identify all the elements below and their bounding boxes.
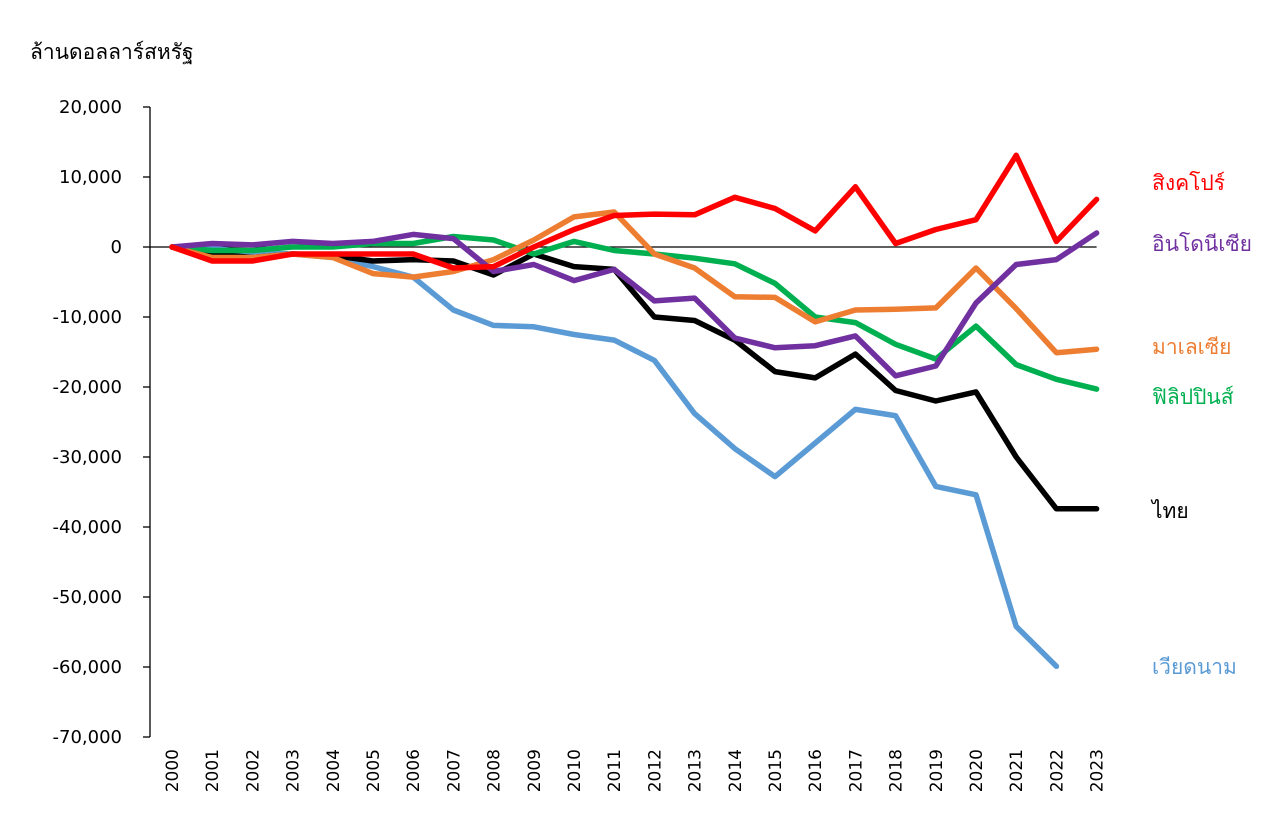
y-tick-label: -70,000 xyxy=(53,727,122,748)
x-tick-label: 2021 xyxy=(1007,749,1027,792)
x-axis-ticks: 2000 2001 2002 2003 2004 2005 2006 2007 2008 2009… xyxy=(163,749,1108,792)
series-labels: เวียดนาม ไทย ฟิลิปปินส์ มาเลเซีย อินโดนีเซีย… xyxy=(1150,171,1252,679)
series-lines xyxy=(169,152,1100,670)
y-axis-unit-label: ล้านดอลลาร์สหรัฐ xyxy=(30,40,194,64)
series-label: ฟิลิปปินส์ xyxy=(1152,385,1234,409)
y-tick-label: -40,000 xyxy=(53,517,122,538)
x-tick-label: 2003 xyxy=(284,749,304,792)
x-tick-label: 2009 xyxy=(525,749,545,792)
x-tick-label: 2020 xyxy=(967,749,987,792)
series-line xyxy=(169,230,1100,379)
series-line xyxy=(169,209,1100,356)
series-label: สิงคโปร์ xyxy=(1152,171,1225,195)
y-tick-label: 10,000 xyxy=(59,167,122,188)
series-label: มาเลเซีย xyxy=(1152,335,1231,359)
x-tick-label: 2014 xyxy=(726,749,746,792)
y-axis-ticks: 20,000 10,000 0 -10,000 -20,000 -30,000 -40,00… xyxy=(53,97,150,748)
x-tick-label: 2016 xyxy=(806,749,826,792)
y-tick-label: -20,000 xyxy=(53,377,122,398)
series-line xyxy=(169,152,1100,271)
y-tick-label: -50,000 xyxy=(53,587,122,608)
y-tick-label: 0 xyxy=(111,237,122,258)
x-tick-label: 2022 xyxy=(1047,749,1067,792)
x-tick-label: 2000 xyxy=(163,749,183,792)
x-tick-label: 2018 xyxy=(887,749,907,792)
x-tick-label: 2006 xyxy=(404,749,424,792)
series-label: อินโดนีเซีย xyxy=(1152,232,1252,256)
y-tick-label: -60,000 xyxy=(53,657,122,678)
x-tick-label: 2013 xyxy=(686,749,706,792)
x-tick-label: 2007 xyxy=(444,749,464,792)
x-tick-label: 2010 xyxy=(565,749,585,792)
y-tick-label: -30,000 xyxy=(53,447,122,468)
x-tick-label: 2001 xyxy=(203,749,223,792)
series-label: เวียดนาม xyxy=(1152,655,1237,679)
chart-axes xyxy=(149,107,1097,737)
series-line xyxy=(169,233,1100,392)
x-tick-label: 2008 xyxy=(485,749,505,792)
x-tick-label: 2002 xyxy=(243,749,263,792)
x-tick-label: 2005 xyxy=(364,749,384,792)
x-tick-label: 2023 xyxy=(1088,749,1108,792)
y-tick-label: -10,000 xyxy=(53,307,122,328)
series-label: ไทย xyxy=(1150,499,1189,523)
x-tick-label: 2017 xyxy=(846,749,866,792)
x-tick-label: 2019 xyxy=(927,749,947,792)
x-tick-label: 2015 xyxy=(766,749,786,792)
x-tick-label: 2012 xyxy=(645,749,665,792)
x-tick-label: 2004 xyxy=(324,749,344,792)
x-tick-label: 2011 xyxy=(605,749,625,792)
y-tick-label: 20,000 xyxy=(59,97,122,118)
